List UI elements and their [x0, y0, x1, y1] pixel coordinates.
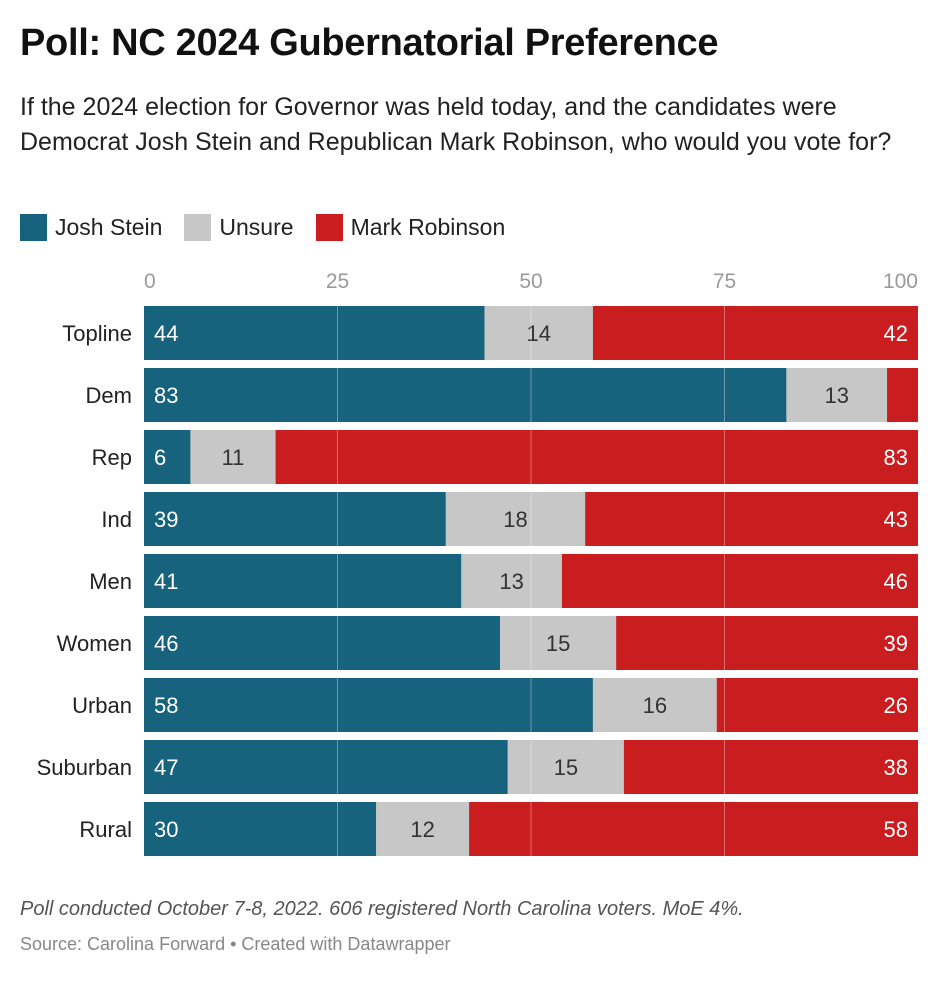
- stacked-bar-chart: 0 25 50 75 100 Topline 44 14 42 Dem 83 13 Rep 6 11 83 In…: [37, 270, 919, 856]
- data-label: 15: [554, 755, 578, 780]
- data-label: 6: [154, 445, 166, 470]
- legend-swatch-unsure: [184, 214, 212, 241]
- data-label: 42: [884, 321, 908, 346]
- data-label: 14: [526, 321, 550, 346]
- bar-segment: [144, 616, 501, 670]
- data-label: 46: [884, 569, 908, 594]
- x-tick-label: 25: [326, 270, 349, 293]
- data-label: 15: [546, 631, 570, 656]
- bar-segment: [786, 368, 888, 422]
- data-label: 47: [154, 755, 178, 780]
- category-label: Women: [57, 631, 132, 656]
- legend-swatch-josh-stein: [20, 214, 47, 241]
- category-label: Urban: [72, 693, 132, 718]
- data-label: 39: [884, 631, 908, 656]
- footnote: Poll conducted October 7-8, 2022. 606 re…: [20, 898, 744, 920]
- bar-segment: [507, 740, 624, 794]
- bar-segment: [144, 802, 377, 856]
- category-label: Ind: [101, 507, 132, 532]
- bar-segment: [144, 430, 191, 484]
- bar-segment: [144, 678, 593, 732]
- bar-segment: [469, 802, 918, 856]
- data-label: 13: [499, 569, 523, 594]
- bar-segment: [716, 678, 918, 732]
- bar-segment: [592, 678, 717, 732]
- chart-subtitle: If the 2024 election for Governor was he…: [20, 93, 892, 156]
- legend-item-josh-stein: Josh Stein: [20, 214, 162, 241]
- data-label: 39: [154, 507, 178, 532]
- legend-label-josh-stein: Josh Stein: [55, 214, 163, 240]
- bar-segment: [144, 306, 485, 360]
- data-label: 11: [222, 445, 245, 470]
- bar-segment: [623, 740, 918, 794]
- bar-segment: [500, 616, 617, 670]
- bar-segment: [144, 368, 787, 422]
- category-label: Dem: [86, 383, 132, 408]
- legend-item-mark-robinson: Mark Robinson: [315, 214, 506, 241]
- bar-segment: [376, 802, 470, 856]
- data-label: 26: [884, 693, 908, 718]
- data-label: 30: [154, 817, 178, 842]
- bar-segment: [484, 306, 593, 360]
- bar-segment: [461, 554, 562, 608]
- bar-segment: [585, 492, 918, 546]
- data-label: 46: [154, 631, 178, 656]
- data-label: 12: [410, 817, 434, 842]
- legend-swatch-mark-robinson: [315, 214, 343, 241]
- chart-title: Poll: NC 2024 Gubernatorial Preference: [20, 22, 719, 64]
- legend-item-unsure: Unsure: [184, 214, 294, 241]
- data-label: 16: [643, 693, 667, 718]
- data-label: 43: [884, 507, 908, 532]
- category-label: Topline: [62, 321, 132, 346]
- bar-segment: [144, 740, 508, 794]
- category-label: Rural: [79, 817, 132, 842]
- bar-segment: [275, 430, 919, 484]
- x-tick-label: 0: [144, 270, 156, 293]
- bar-segment: [445, 492, 586, 546]
- bar-segment: [144, 554, 462, 608]
- category-label: Men: [89, 569, 132, 594]
- bar-segment: [592, 306, 918, 360]
- data-label: 13: [824, 383, 848, 408]
- bar-segment: [190, 430, 276, 484]
- bar-segment: [144, 492, 446, 546]
- x-tick-label: 75: [713, 270, 736, 293]
- data-label: 41: [154, 569, 178, 594]
- source-line: Source: Carolina Forward • Created with …: [20, 934, 451, 954]
- data-label: 38: [884, 755, 908, 780]
- data-label: 83: [884, 445, 908, 470]
- bar-segment: [616, 616, 918, 670]
- category-label: Rep: [92, 445, 132, 470]
- legend-label-mark-robinson: Mark Robinson: [350, 214, 506, 240]
- category-label: Suburban: [37, 755, 132, 780]
- data-label: 83: [154, 383, 178, 408]
- legend-label-unsure: Unsure: [219, 214, 294, 240]
- data-label: 58: [884, 817, 908, 842]
- data-label: 58: [154, 693, 178, 718]
- x-tick-label: 50: [519, 270, 542, 293]
- data-label: 44: [154, 321, 178, 346]
- data-label: 18: [503, 507, 527, 532]
- bar-segment: [561, 554, 918, 608]
- legend: Josh Stein Unsure Mark Robinson: [20, 214, 527, 241]
- x-tick-label: 100: [883, 270, 918, 293]
- bar-segment: [887, 368, 918, 422]
